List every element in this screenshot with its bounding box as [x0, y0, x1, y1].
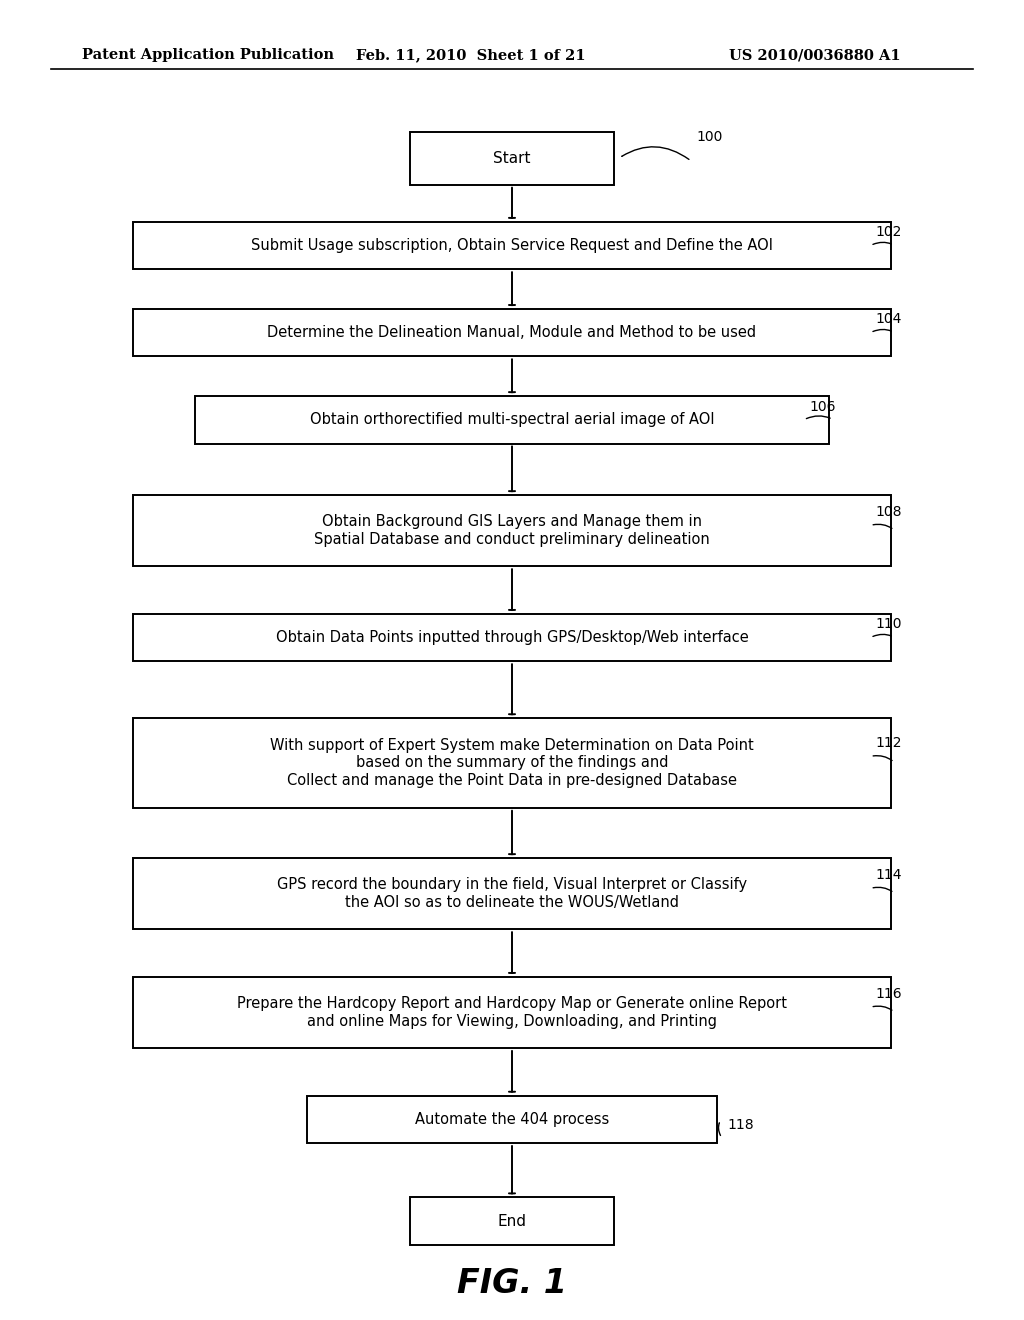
- Text: Feb. 11, 2010  Sheet 1 of 21: Feb. 11, 2010 Sheet 1 of 21: [356, 49, 586, 62]
- FancyArrowPatch shape: [872, 635, 891, 636]
- Text: Automate the 404 process: Automate the 404 process: [415, 1111, 609, 1127]
- Text: 112: 112: [876, 737, 902, 750]
- Text: Prepare the Hardcopy Report and Hardcopy Map or Generate online Report
and onlin: Prepare the Hardcopy Report and Hardcopy…: [237, 997, 787, 1028]
- Text: 106: 106: [809, 400, 836, 413]
- Text: 100: 100: [696, 131, 723, 144]
- FancyArrowPatch shape: [719, 1123, 721, 1135]
- Text: Obtain orthorectified multi-spectral aerial image of AOI: Obtain orthorectified multi-spectral aer…: [309, 412, 715, 428]
- Text: 110: 110: [876, 618, 902, 631]
- FancyArrowPatch shape: [873, 524, 892, 528]
- FancyBboxPatch shape: [133, 495, 891, 566]
- FancyBboxPatch shape: [410, 1197, 614, 1245]
- Text: Patent Application Publication: Patent Application Publication: [82, 49, 334, 62]
- FancyBboxPatch shape: [133, 222, 891, 269]
- Text: 114: 114: [876, 869, 902, 882]
- FancyArrowPatch shape: [622, 147, 689, 160]
- FancyBboxPatch shape: [133, 977, 891, 1048]
- Text: 102: 102: [876, 226, 902, 239]
- Text: Obtain Background GIS Layers and Manage them in
Spatial Database and conduct pre: Obtain Background GIS Layers and Manage …: [314, 515, 710, 546]
- FancyArrowPatch shape: [873, 755, 892, 760]
- Text: Submit Usage subscription, Obtain Service Request and Define the AOI: Submit Usage subscription, Obtain Servic…: [251, 238, 773, 253]
- Text: 104: 104: [876, 313, 902, 326]
- FancyBboxPatch shape: [133, 614, 891, 661]
- Text: 116: 116: [876, 987, 902, 1001]
- Text: US 2010/0036880 A1: US 2010/0036880 A1: [729, 49, 901, 62]
- Text: 118: 118: [727, 1118, 754, 1131]
- FancyBboxPatch shape: [133, 718, 891, 808]
- Text: Obtain Data Points inputted through GPS/Desktop/Web interface: Obtain Data Points inputted through GPS/…: [275, 630, 749, 645]
- FancyArrowPatch shape: [806, 416, 829, 418]
- Text: GPS record the boundary in the field, Visual Interpret or Classify
the AOI so as: GPS record the boundary in the field, Vi…: [276, 878, 748, 909]
- FancyArrowPatch shape: [873, 887, 892, 891]
- FancyBboxPatch shape: [307, 1096, 717, 1143]
- Text: Start: Start: [494, 150, 530, 166]
- FancyBboxPatch shape: [410, 132, 614, 185]
- Text: FIG. 1: FIG. 1: [457, 1267, 567, 1299]
- FancyBboxPatch shape: [195, 396, 829, 444]
- FancyBboxPatch shape: [133, 309, 891, 356]
- Text: With support of Expert System make Determination on Data Point
based on the summ: With support of Expert System make Deter…: [270, 738, 754, 788]
- FancyBboxPatch shape: [133, 858, 891, 929]
- FancyArrowPatch shape: [872, 243, 891, 244]
- FancyArrowPatch shape: [873, 1006, 892, 1010]
- Text: 108: 108: [876, 506, 902, 519]
- Text: End: End: [498, 1213, 526, 1229]
- Text: Determine the Delineation Manual, Module and Method to be used: Determine the Delineation Manual, Module…: [267, 325, 757, 341]
- FancyArrowPatch shape: [872, 330, 891, 331]
